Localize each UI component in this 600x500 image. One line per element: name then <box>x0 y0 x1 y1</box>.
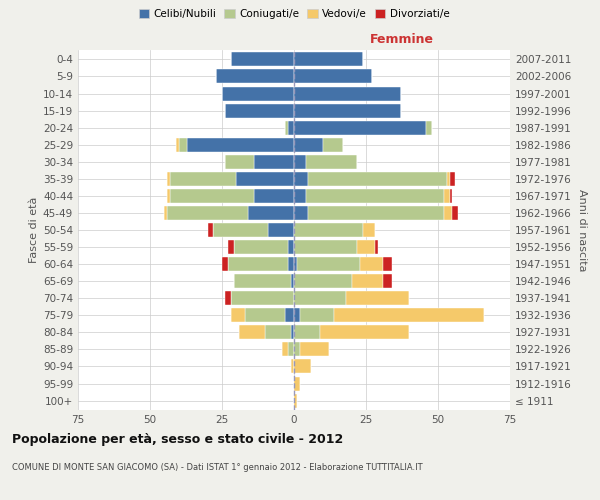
Bar <box>323 138 343 151</box>
Text: Popolazione per età, sesso e stato civile - 2012: Popolazione per età, sesso e stato civil… <box>12 432 343 446</box>
Bar <box>294 376 300 390</box>
Bar <box>283 342 288 356</box>
Bar <box>236 172 294 186</box>
Bar <box>288 240 294 254</box>
Legend: Celibi/Nubili, Coniugati/e, Vedovi/e, Divorziati/e: Celibi/Nubili, Coniugati/e, Vedovi/e, Di… <box>134 5 454 23</box>
Bar <box>294 189 305 203</box>
Bar <box>294 342 300 356</box>
Bar <box>300 342 329 356</box>
Bar <box>225 155 254 168</box>
Bar <box>427 120 432 134</box>
Y-axis label: Anni di nascita: Anni di nascita <box>577 188 587 271</box>
Bar <box>230 308 245 322</box>
Bar <box>449 189 452 203</box>
Bar <box>308 206 444 220</box>
Bar <box>352 274 383 288</box>
Text: Femmine: Femmine <box>370 34 434 46</box>
Bar <box>268 223 294 237</box>
Bar <box>170 172 236 186</box>
Bar <box>383 274 392 288</box>
Bar <box>179 138 187 151</box>
Bar <box>305 189 444 203</box>
Bar <box>230 52 294 66</box>
Bar <box>374 240 377 254</box>
Bar <box>300 308 334 322</box>
Bar <box>294 240 358 254</box>
Bar <box>167 206 248 220</box>
Bar <box>449 172 455 186</box>
Bar <box>452 206 458 220</box>
Bar <box>294 70 372 84</box>
Bar <box>320 326 409 340</box>
Text: COMUNE DI MONTE SAN GIACOMO (SA) - Dati ISTAT 1° gennaio 2012 - Elaborazione TUT: COMUNE DI MONTE SAN GIACOMO (SA) - Dati … <box>12 462 422 471</box>
Bar <box>444 206 452 220</box>
Bar <box>233 274 291 288</box>
Bar <box>346 292 409 305</box>
Bar <box>225 292 230 305</box>
Bar <box>214 223 268 237</box>
Bar <box>291 326 294 340</box>
Bar <box>187 138 294 151</box>
Bar <box>239 326 265 340</box>
Bar <box>245 308 286 322</box>
Bar <box>164 206 167 220</box>
Bar <box>233 240 288 254</box>
Bar <box>167 189 170 203</box>
Bar <box>288 342 294 356</box>
Bar <box>228 257 288 271</box>
Y-axis label: Fasce di età: Fasce di età <box>29 197 39 263</box>
Bar <box>222 86 294 101</box>
Bar <box>444 189 449 203</box>
Bar <box>363 223 374 237</box>
Bar <box>288 120 294 134</box>
Bar <box>208 223 214 237</box>
Bar <box>167 172 170 186</box>
Bar <box>383 257 392 271</box>
Bar <box>254 189 294 203</box>
Bar <box>288 257 294 271</box>
Bar <box>308 172 446 186</box>
Bar <box>297 257 360 271</box>
Bar <box>446 172 449 186</box>
Bar <box>176 138 179 151</box>
Bar <box>216 70 294 84</box>
Bar <box>294 326 320 340</box>
Bar <box>294 104 401 118</box>
Bar <box>294 172 308 186</box>
Bar <box>294 308 300 322</box>
Bar <box>294 274 352 288</box>
Bar <box>286 120 288 134</box>
Bar <box>228 240 233 254</box>
Bar <box>358 240 374 254</box>
Bar <box>360 257 383 271</box>
Bar <box>286 308 294 322</box>
Bar <box>294 138 323 151</box>
Bar <box>265 326 291 340</box>
Bar <box>294 223 363 237</box>
Bar <box>305 155 358 168</box>
Bar <box>294 120 427 134</box>
Bar <box>254 155 294 168</box>
Bar <box>294 206 308 220</box>
Bar <box>225 104 294 118</box>
Bar <box>294 155 305 168</box>
Bar <box>291 360 294 374</box>
Bar <box>294 86 401 101</box>
Bar <box>248 206 294 220</box>
Bar <box>294 360 311 374</box>
Bar <box>230 292 294 305</box>
Bar <box>294 257 297 271</box>
Bar <box>294 292 346 305</box>
Bar <box>334 308 484 322</box>
Bar <box>294 394 297 407</box>
Bar <box>291 274 294 288</box>
Bar <box>294 52 363 66</box>
Bar <box>170 189 254 203</box>
Bar <box>222 257 228 271</box>
